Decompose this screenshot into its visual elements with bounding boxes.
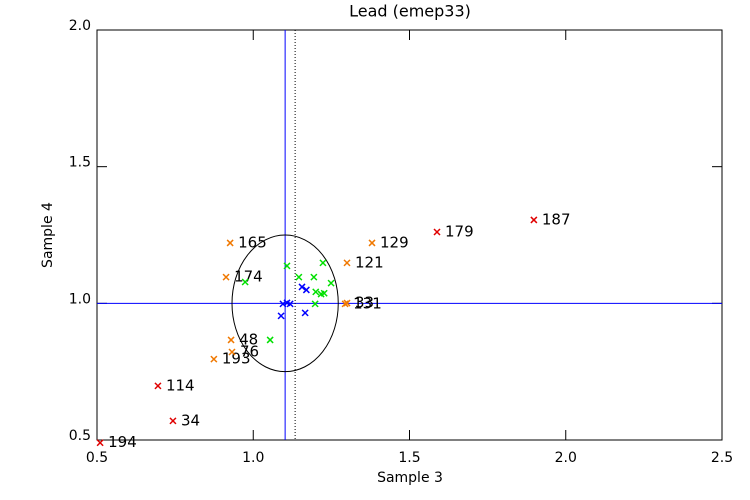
y-tick-label: 1.0 xyxy=(69,291,91,307)
point xyxy=(266,336,274,344)
point-stroke xyxy=(301,309,309,317)
x-tick-label: 1.5 xyxy=(398,450,420,466)
point-stroke xyxy=(169,417,177,425)
point-label: 48 xyxy=(239,330,258,348)
point xyxy=(295,273,303,281)
point xyxy=(277,312,285,320)
point-label: 129 xyxy=(380,233,409,251)
point-stroke xyxy=(368,239,376,247)
point-label: 187 xyxy=(542,210,571,228)
point xyxy=(343,259,351,267)
y-axis-label: Sample 4 xyxy=(40,202,56,268)
point xyxy=(312,288,320,296)
point-label: 179 xyxy=(445,222,474,240)
x-tick-label: 2.0 xyxy=(555,450,577,466)
point-label: 76 xyxy=(240,342,259,360)
point-stroke xyxy=(283,262,291,270)
point-label: 121 xyxy=(355,253,384,271)
point xyxy=(154,382,162,390)
point-stroke xyxy=(298,283,306,291)
point-label: 114 xyxy=(166,376,195,394)
point xyxy=(320,289,328,297)
point xyxy=(298,283,306,291)
point-label: 165 xyxy=(238,233,267,251)
point-label: 194 xyxy=(108,433,137,451)
point-stroke xyxy=(310,273,318,281)
point-stroke xyxy=(530,216,538,224)
point xyxy=(96,439,104,447)
y-tick-label: 2.0 xyxy=(69,18,91,34)
point-stroke xyxy=(227,336,235,344)
point xyxy=(227,336,235,344)
x-axis-label: Sample 3 xyxy=(377,470,443,486)
point xyxy=(343,299,351,307)
point-stroke xyxy=(295,273,303,281)
point-stroke xyxy=(279,300,287,308)
point xyxy=(530,216,538,224)
point xyxy=(283,262,291,270)
point xyxy=(319,259,327,267)
point-label: 131 xyxy=(353,294,382,312)
point-stroke xyxy=(154,382,162,390)
point xyxy=(226,239,234,247)
point xyxy=(241,278,249,286)
x-tick-label: 1.0 xyxy=(242,450,264,466)
point-stroke xyxy=(312,288,320,296)
point xyxy=(228,348,236,356)
point-stroke xyxy=(266,336,274,344)
point-stroke xyxy=(319,259,327,267)
point-stroke xyxy=(327,279,335,287)
x-tick-label: 2.5 xyxy=(711,450,733,466)
point xyxy=(301,309,309,317)
point-stroke xyxy=(222,273,230,281)
point xyxy=(222,273,230,281)
point-stroke xyxy=(277,312,285,320)
point-stroke xyxy=(343,259,351,267)
point-stroke xyxy=(96,439,104,447)
y-tick-label: 0.5 xyxy=(69,428,91,444)
x-tick-label: 0.5 xyxy=(86,450,108,466)
point xyxy=(327,279,335,287)
point-label: 34 xyxy=(181,411,200,429)
point-stroke xyxy=(311,300,319,308)
ellipse xyxy=(231,234,339,373)
point-stroke xyxy=(228,348,236,356)
chart-title: Lead (emep33) xyxy=(349,2,471,21)
point xyxy=(433,228,441,236)
point xyxy=(169,417,177,425)
point-label: 174 xyxy=(234,268,263,286)
point-stroke xyxy=(283,299,291,307)
point xyxy=(286,300,294,308)
point-stroke xyxy=(302,286,310,294)
point-stroke xyxy=(226,239,234,247)
point-stroke xyxy=(320,289,328,297)
point-stroke xyxy=(241,278,249,286)
point-stroke xyxy=(210,355,218,363)
y-tick-label: 1.5 xyxy=(69,155,91,171)
point xyxy=(302,286,310,294)
point-label: 33 xyxy=(355,294,374,312)
point xyxy=(368,239,376,247)
point-stroke xyxy=(433,228,441,236)
point xyxy=(311,300,319,308)
point xyxy=(210,355,218,363)
point-stroke xyxy=(343,299,351,307)
point-stroke xyxy=(286,300,294,308)
point xyxy=(310,273,318,281)
